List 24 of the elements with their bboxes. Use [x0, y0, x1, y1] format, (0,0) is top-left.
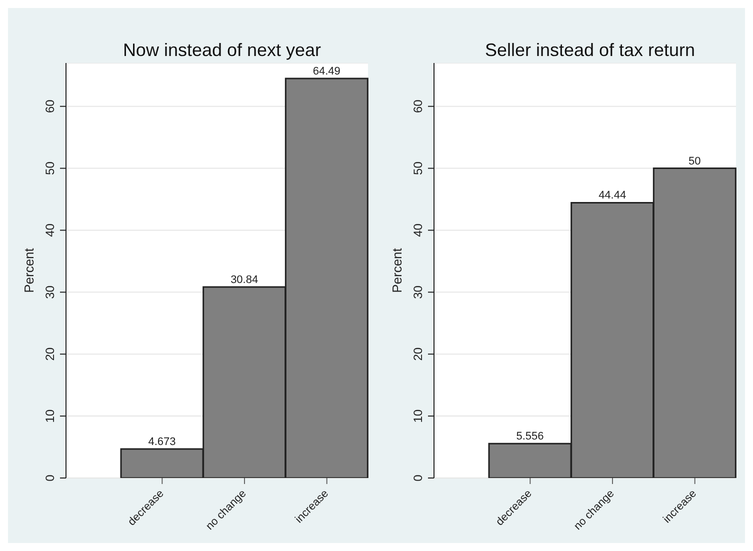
data-label: 44.44 — [598, 190, 626, 202]
y-tick-label: 60 — [43, 99, 57, 114]
y-tick-label: 10 — [43, 409, 57, 423]
y-tick-label: 0 — [411, 474, 425, 482]
y-tick-label: 0 — [43, 474, 57, 482]
y-tick-label: 40 — [411, 223, 425, 237]
y-axis-title: Percent — [22, 248, 37, 293]
y-tick-label: 20 — [411, 347, 425, 361]
chart-title: Seller instead of tax return — [484, 40, 696, 61]
y-tick-label: 30 — [411, 285, 425, 299]
chart-title: Now instead of next year — [122, 40, 322, 61]
y-tick-label: 50 — [411, 161, 425, 175]
data-label: 30.84 — [230, 274, 258, 286]
y-tick-label: 30 — [43, 285, 57, 299]
data-label: 50 — [688, 155, 701, 168]
data-label: 5.556 — [516, 430, 544, 443]
y-tick-label: 40 — [43, 223, 57, 237]
y-tick-label: 20 — [43, 347, 57, 361]
y-axis-title: Percent — [390, 248, 405, 293]
data-label: 4.673 — [148, 436, 176, 448]
y-tick-label: 50 — [43, 161, 57, 175]
data-label: 64.49 — [312, 66, 340, 78]
y-tick-label: 10 — [411, 409, 425, 423]
y-tick-label: 60 — [411, 99, 425, 114]
